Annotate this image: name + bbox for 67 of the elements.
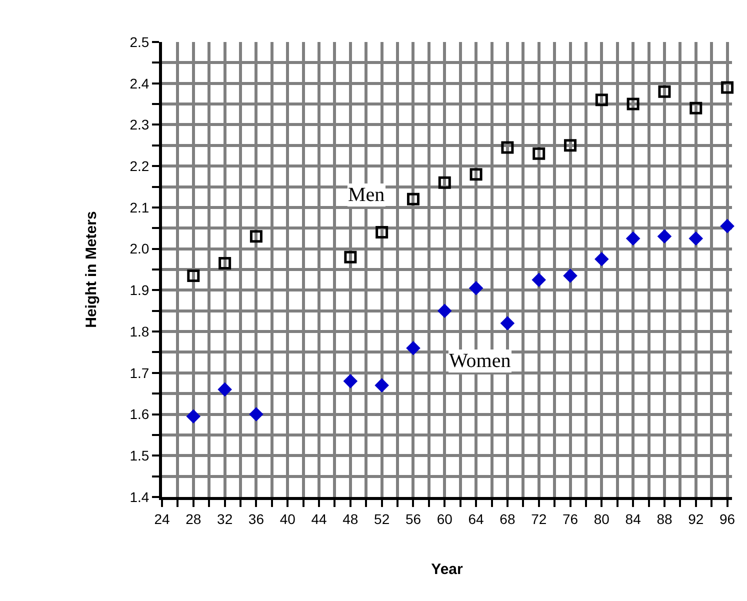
point [374,378,389,392]
point [720,218,734,234]
y-tick-label: 1.5 [130,448,150,464]
point [563,268,578,283]
point [406,340,420,356]
x-tick-label: 24 [154,510,170,527]
point [343,374,358,388]
point [501,141,514,154]
point [658,85,671,98]
x-tick-label: 64 [468,510,484,527]
x-tick-label: 36 [248,510,264,527]
point [626,98,640,110]
point [437,304,452,318]
x-tick-label: 80 [594,510,610,527]
x-tick-label: 28 [186,510,202,527]
annotation: Men [348,184,385,206]
x-tick-label: 44 [311,510,328,527]
y-tick-label: 1.6 [130,406,150,422]
y-tick-label: 1.9 [130,282,150,298]
y-tick-label: 2.5 [130,34,150,50]
point [532,272,546,287]
point [468,280,484,296]
x-tick-label: 84 [625,510,642,527]
x-tick-label: 52 [374,510,390,527]
point [721,81,734,94]
point [250,230,262,243]
x-tick-label: 56 [405,510,422,527]
point [344,250,357,264]
point [376,226,388,239]
x-axis-title: Year [431,560,464,578]
point [406,192,420,206]
y-tick-label: 1.7 [130,364,150,381]
point [564,139,577,152]
point [470,168,482,181]
point [532,147,546,160]
point [438,176,451,189]
point [595,94,608,106]
y-tick-label: 1.4 [130,488,150,505]
point [186,409,201,424]
x-tick-label: 68 [500,510,516,527]
y-tick-label: 2.4 [130,75,150,92]
x-tick-label: 96 [720,510,736,527]
x-tick-label: 32 [217,510,233,527]
x-tick-label: 60 [436,510,453,527]
point [500,316,515,330]
point [218,382,232,397]
x-tick-label: 88 [656,510,672,527]
y-axis-title: Height in Meters [82,211,100,328]
y-tick-label: 1.8 [130,323,150,340]
x-tick-label: 48 [342,510,358,527]
point [626,231,640,246]
x-tick-label: 92 [688,510,704,527]
point [594,252,609,266]
x-tick-label: 76 [562,510,578,527]
x-tick-label: 40 [280,510,296,527]
point [249,407,264,422]
y-tick-label: 2.2 [130,158,150,174]
y-tick-label: 2.1 [130,199,150,216]
y-tick-label: 2.0 [130,240,150,257]
point [688,231,704,246]
point [690,102,702,114]
annotation: Women [449,350,511,372]
point [218,257,232,270]
point [187,269,200,282]
y-tick-label: 2.3 [130,116,150,133]
x-tick-label: 72 [531,510,547,527]
point [657,229,672,244]
